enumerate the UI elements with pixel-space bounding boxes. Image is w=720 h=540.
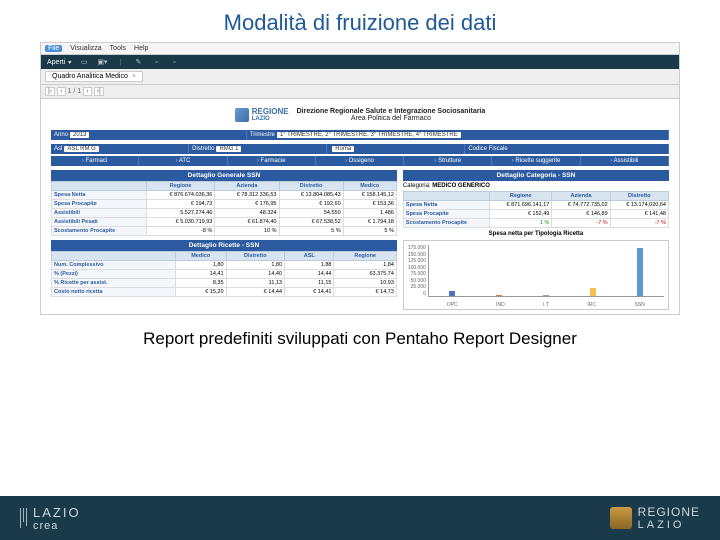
table-row: Scostamento Procapite1 %-7 %-7 % <box>403 219 668 228</box>
cat-title: Dettaglio Categoria - SSN <box>403 170 669 181</box>
header-title-2: Area Politica del Farmaco <box>297 115 486 122</box>
new-folder-icon[interactable]: ▣▾ <box>97 58 107 66</box>
pager-first[interactable]: |‹ <box>45 87 55 96</box>
close-icon[interactable]: × <box>132 73 136 80</box>
ricette-table: MedicoDistrettoASLRegioneNum. Complessiv… <box>51 251 397 297</box>
chart-bar <box>590 288 596 296</box>
tab-strip: Quadro Analitica Medico× <box>41 69 679 85</box>
nav-ossigeno[interactable]: Ossigeno <box>316 156 404 166</box>
table-row: % (Pezzi)14,4114,4014,4463.375,74 <box>52 270 397 279</box>
header-title-1: Direzione Regionale Salute e Integrazion… <box>297 108 486 115</box>
cat-table: RegioneAziendaDistrettoSpesa Netta€ 871.… <box>403 191 669 228</box>
app-window: File Visualizza Tools Help Aperti ▭ ▣▾ |… <box>40 42 680 315</box>
menu-tools[interactable]: Tools <box>110 45 126 52</box>
ricette-title: Dettaglio Ricette - SSN <box>51 240 397 251</box>
filter-bar-2: AslASL RM G DistrettoRMG 1 Roma Codice F… <box>51 144 669 154</box>
chart-bar <box>637 248 643 296</box>
menu-view[interactable]: Visualizza <box>70 45 101 52</box>
table-row: Spesa Procapite€ 152,49€ 146,89€ 141,48 <box>403 210 668 219</box>
pager-prev[interactable]: ‹ <box>57 87 65 96</box>
tab-report[interactable]: Quadro Analitica Medico× <box>45 71 143 82</box>
filter-trimestre[interactable]: Trimestre1° TRIMESTRE, 2° TRIMESTRE, 3° … <box>247 130 669 140</box>
report-header: REGIONE LAZIO Direzione Regionale Salute… <box>51 103 669 126</box>
cat-line: Categoria: MEDICO GENERICO <box>403 181 669 191</box>
footer-left-logo: LAZIO crea <box>20 505 81 532</box>
crest-icon <box>610 507 632 529</box>
filter-codice[interactable]: Codice Fiscale <box>465 144 669 154</box>
regione-logo: REGIONE LAZIO <box>235 107 289 122</box>
chart-bar <box>449 291 455 296</box>
table-row: Scostamento Procapite-8 %10 %5 %5 % <box>52 227 397 236</box>
filter-distretto[interactable]: DistrettoRMG 1 <box>189 144 327 154</box>
filter-comune[interactable]: Roma <box>327 144 465 154</box>
chart-bar <box>543 295 549 296</box>
table-row: Assistibili5.527.274,4648.32454.5501.486 <box>52 209 397 218</box>
menu-help[interactable]: Help <box>134 45 148 52</box>
report-canvas: REGIONE LAZIO Direzione Regionale Salute… <box>41 99 679 314</box>
pager-last[interactable]: ›| <box>94 87 104 96</box>
table-row: Spesa Netta€ 871.696.141,17€ 74.772.735,… <box>403 201 668 210</box>
chart-title: Spesa netta per Tipologia Ricetta <box>403 228 669 240</box>
chart: 175.000150.000125.000100.00075.00050.000… <box>403 240 669 310</box>
footer: LAZIO crea REGIONE LAZIO <box>0 496 720 540</box>
table-row: Spesa Netta€ 876.674.036,36€ 78.312.336,… <box>52 191 397 200</box>
table-row: Spesa Procapite€ 194,73€ 176,95€ 192,60€… <box>52 200 397 209</box>
nav-atc[interactable]: ATC <box>139 156 227 166</box>
nav-strutture[interactable]: Strutture <box>404 156 492 166</box>
new-file-icon[interactable]: ▭ <box>79 58 89 66</box>
table-row: Num. Complessivo1,801,801,881,84 <box>52 261 397 270</box>
nav-farmaci[interactable]: Farmaci <box>51 156 139 166</box>
filter-asl[interactable]: AslASL RM G <box>51 144 189 154</box>
footer-right-logo: REGIONE LAZIO <box>610 505 700 531</box>
save-icon[interactable]: ▫ <box>151 59 161 66</box>
open-dropdown[interactable]: Aperti <box>47 59 71 66</box>
ssn-title: Dettaglio Generale SSN <box>51 170 397 181</box>
filter-anno[interactable]: Anno2013 <box>51 130 247 140</box>
pager-page: 1 <box>68 88 72 95</box>
chart-bar <box>496 295 502 296</box>
logo-icon <box>235 108 249 122</box>
table-row: Assistibili Pesati€ 5.030.719,93€ 61.874… <box>52 218 397 227</box>
nav-ricette-sugg[interactable]: Ricette suggerite <box>492 156 580 166</box>
pager-next[interactable]: › <box>83 87 91 96</box>
nav-bar: Farmaci ATC Farmacie Ossigeno Strutture … <box>51 156 669 166</box>
menubar: File Visualizza Tools Help <box>41 43 679 55</box>
table-row: % Ricette per assist.8,3511,1311,1510,93 <box>52 279 397 288</box>
pager-strip: |‹ ‹ 1 / 1 › ›| <box>41 85 679 99</box>
table-row: Costo netto ricetta€ 15,20€ 14,44€ 14,41… <box>52 288 397 297</box>
edit-icon[interactable]: ✎ <box>133 58 143 66</box>
nav-assistibili[interactable]: Assistibili <box>581 156 669 166</box>
export-icon[interactable]: ▫ <box>169 59 179 66</box>
ssn-table: RegioneAziendaDistrettoMedicoSpesa Netta… <box>51 181 397 236</box>
menu-file[interactable]: File <box>45 45 62 52</box>
pager-total: 1 <box>77 88 81 95</box>
nav-farmacie[interactable]: Farmacie <box>228 156 316 166</box>
slide-caption: Report predefiniti sviluppati con Pentah… <box>0 315 720 357</box>
slide-title: Modalità di fruizione dei dati <box>0 0 720 42</box>
toolbar: Aperti ▭ ▣▾ | ✎ ▫ ▫ <box>41 55 679 69</box>
filter-bar: Anno2013 Trimestre1° TRIMESTRE, 2° TRIME… <box>51 130 669 140</box>
